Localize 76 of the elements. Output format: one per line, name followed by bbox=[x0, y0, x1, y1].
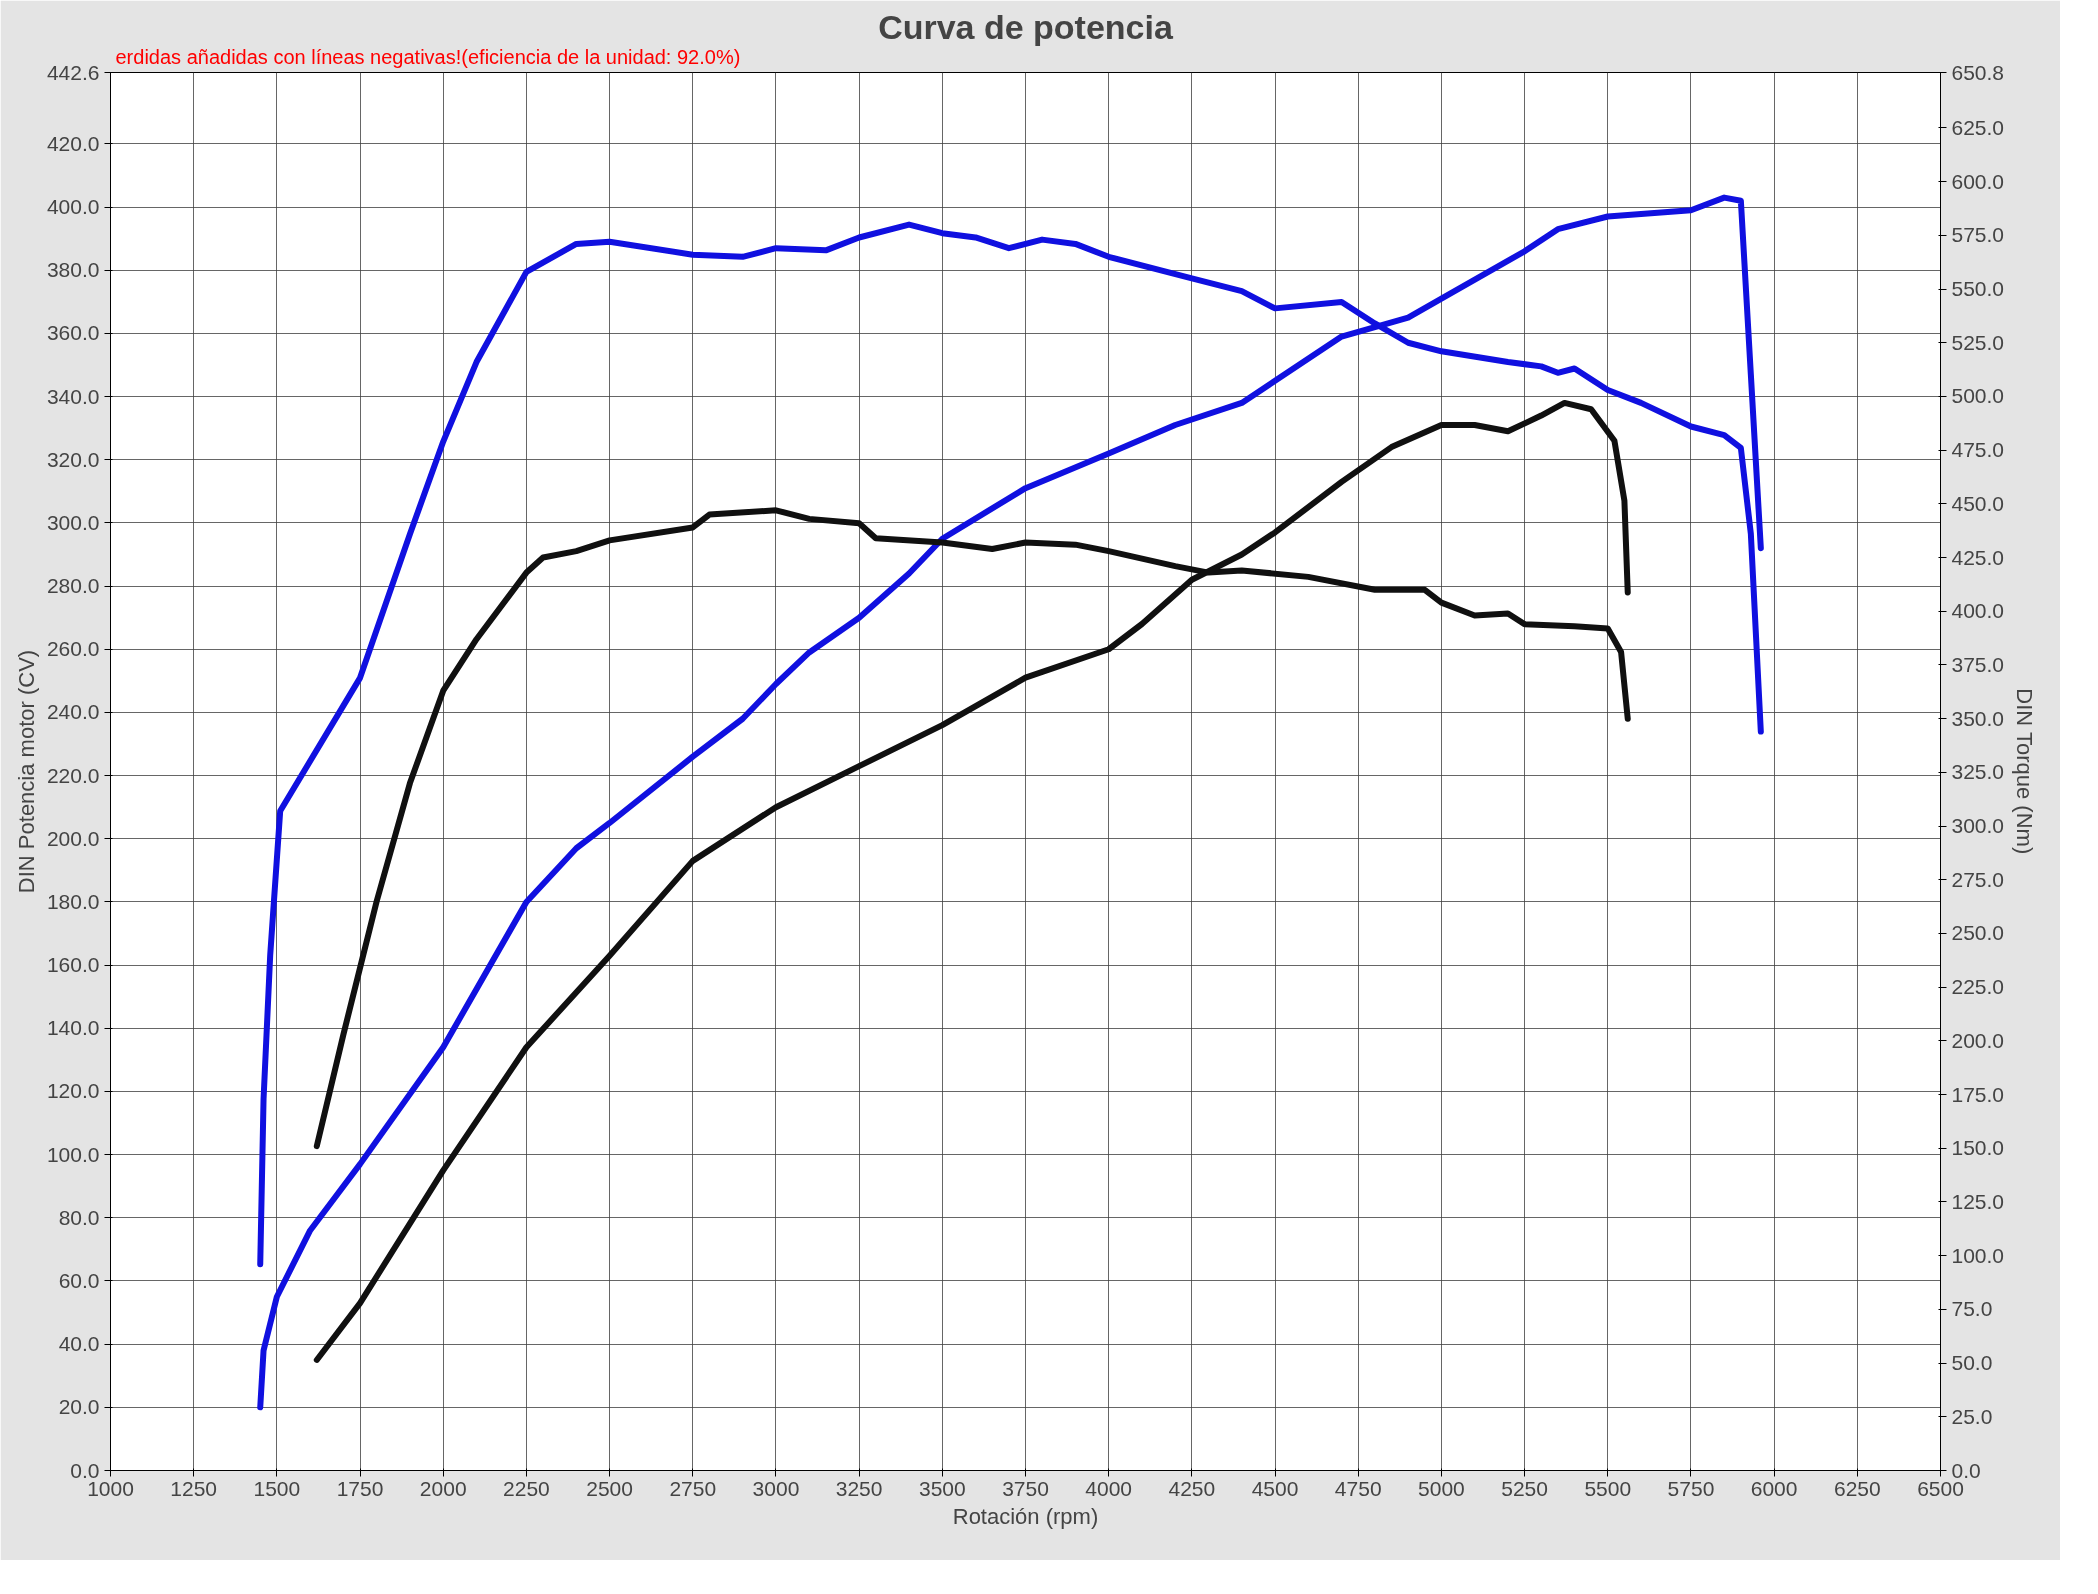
y-tick-label: 140.0 bbox=[46, 1016, 100, 1040]
x-tick-label: 2000 bbox=[419, 1476, 467, 1500]
y2-tick-label: 400.0 bbox=[1951, 599, 2005, 623]
y-tick-label: 0.0 bbox=[70, 1458, 100, 1482]
y-tick-label: 160.0 bbox=[46, 953, 100, 977]
x-tick-label: 5500 bbox=[1584, 1476, 1632, 1500]
y2-tick-label: 0.0 bbox=[1951, 1458, 1981, 1482]
x-tick-label: 1750 bbox=[336, 1476, 384, 1500]
x-tick-label: 2750 bbox=[669, 1476, 717, 1500]
chart-title: Curva de potencia bbox=[878, 7, 1174, 46]
y2-tick-label: 125.0 bbox=[1951, 1189, 2005, 1213]
y2-tick-label: 150.0 bbox=[1951, 1136, 2005, 1160]
x-tick-label: 1250 bbox=[170, 1476, 218, 1500]
y2-tick-label: 50.0 bbox=[1951, 1351, 1993, 1375]
x-tick-label: 4750 bbox=[1334, 1476, 1382, 1500]
y-tick-label: 380.0 bbox=[46, 258, 100, 282]
y2-axis-title: DIN Torque (Nm) bbox=[2012, 688, 2038, 855]
y-tick-label: 80.0 bbox=[58, 1205, 100, 1229]
y2-tick-label: 475.0 bbox=[1951, 438, 2005, 462]
y-axis-title: DIN Potencia motor (CV) bbox=[13, 649, 39, 894]
y2-tick-label: 550.0 bbox=[1951, 277, 2005, 301]
y-tick-label: 200.0 bbox=[46, 826, 100, 850]
y-tick-label: 20.0 bbox=[58, 1395, 100, 1419]
y2-tick-label: 575.0 bbox=[1951, 223, 2005, 247]
y-tick-label: 220.0 bbox=[46, 763, 100, 787]
x-tick-label: 3500 bbox=[918, 1476, 966, 1500]
y-tick-label: 360.0 bbox=[46, 321, 100, 345]
y2-tick-label: 325.0 bbox=[1951, 760, 2005, 784]
y-tick-label: 400.0 bbox=[46, 195, 100, 219]
y-tick-label: 40.0 bbox=[58, 1332, 100, 1356]
y-tick-label: 320.0 bbox=[46, 447, 100, 471]
y-tick-label: 240.0 bbox=[46, 700, 100, 724]
y-tick-label: 442.6 bbox=[46, 60, 100, 84]
x-tick-label: 4250 bbox=[1168, 1476, 1216, 1500]
y2-tick-label: 200.0 bbox=[1951, 1028, 2005, 1052]
x-tick-label: 3000 bbox=[752, 1476, 800, 1500]
y2-tick-label: 600.0 bbox=[1951, 169, 2005, 193]
x-tick-label: 4500 bbox=[1251, 1476, 1299, 1500]
y2-tick-label: 350.0 bbox=[1951, 706, 2005, 730]
x-tick-label: 5000 bbox=[1418, 1476, 1465, 1500]
y-tick-label: 120.0 bbox=[46, 1079, 100, 1103]
y-tick-label: 100.0 bbox=[46, 1142, 100, 1166]
y2-tick-label: 375.0 bbox=[1951, 652, 2005, 676]
text: erdidas añadidas con líneas negativas!(eficiencia de la unidad: 92.0%) bbox=[115, 45, 741, 68]
y2-tick-label: 250.0 bbox=[1951, 921, 2005, 945]
y2-tick-label: 100.0 bbox=[1951, 1243, 2005, 1267]
y2-tick-label: 175.0 bbox=[1951, 1082, 2005, 1106]
y-tick-label: 180.0 bbox=[46, 889, 100, 913]
y2-tick-label: 25.0 bbox=[1951, 1404, 1993, 1428]
y2-tick-label: 650.8 bbox=[1951, 60, 2005, 84]
y2-tick-label: 625.0 bbox=[1951, 115, 2005, 139]
y-tick-label: 420.0 bbox=[46, 131, 100, 155]
x-tick-label: 2250 bbox=[503, 1476, 550, 1500]
x-axis-title: Rotación (rpm) bbox=[952, 1503, 1099, 1529]
y2-tick-label: 275.0 bbox=[1951, 867, 2005, 891]
x-tick-label: 4000 bbox=[1085, 1476, 1133, 1500]
x-tick-label: 5750 bbox=[1667, 1476, 1715, 1500]
y-tick-label: 300.0 bbox=[46, 510, 100, 534]
y2-tick-label: 450.0 bbox=[1951, 491, 2005, 515]
y2-tick-label: 300.0 bbox=[1951, 814, 2005, 838]
x-tick-label: 6000 bbox=[1750, 1476, 1798, 1500]
y2-tick-label: 525.0 bbox=[1951, 330, 2005, 354]
x-tick-label: 3250 bbox=[835, 1476, 883, 1500]
y-tick-label: 280.0 bbox=[46, 574, 100, 598]
y2-tick-label: 225.0 bbox=[1951, 975, 2005, 999]
y-tick-label: 340.0 bbox=[46, 384, 100, 408]
y2-tick-label: 75.0 bbox=[1951, 1297, 1993, 1321]
x-tick-label: 2500 bbox=[586, 1476, 633, 1500]
y-tick-label: 60.0 bbox=[58, 1268, 100, 1292]
y2-tick-label: 500.0 bbox=[1951, 384, 2005, 408]
x-tick-label: 1500 bbox=[253, 1476, 301, 1500]
x-tick-label: 6250 bbox=[1833, 1476, 1881, 1500]
x-tick-label: 5250 bbox=[1501, 1476, 1548, 1500]
y-tick-label: 260.0 bbox=[46, 637, 100, 661]
y2-tick-label: 425.0 bbox=[1951, 545, 2005, 569]
x-tick-label: 3750 bbox=[1002, 1476, 1049, 1500]
